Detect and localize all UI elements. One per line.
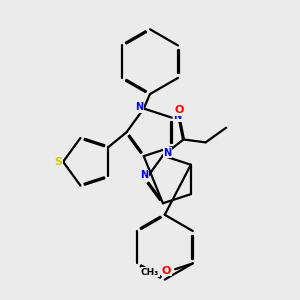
Text: O: O (174, 105, 184, 115)
Text: N: N (173, 111, 182, 121)
Text: N: N (163, 148, 171, 158)
Text: CH₃: CH₃ (141, 268, 159, 277)
Text: N: N (135, 102, 143, 112)
Text: N: N (140, 170, 148, 180)
Text: S: S (55, 157, 63, 167)
Text: O: O (162, 266, 171, 276)
